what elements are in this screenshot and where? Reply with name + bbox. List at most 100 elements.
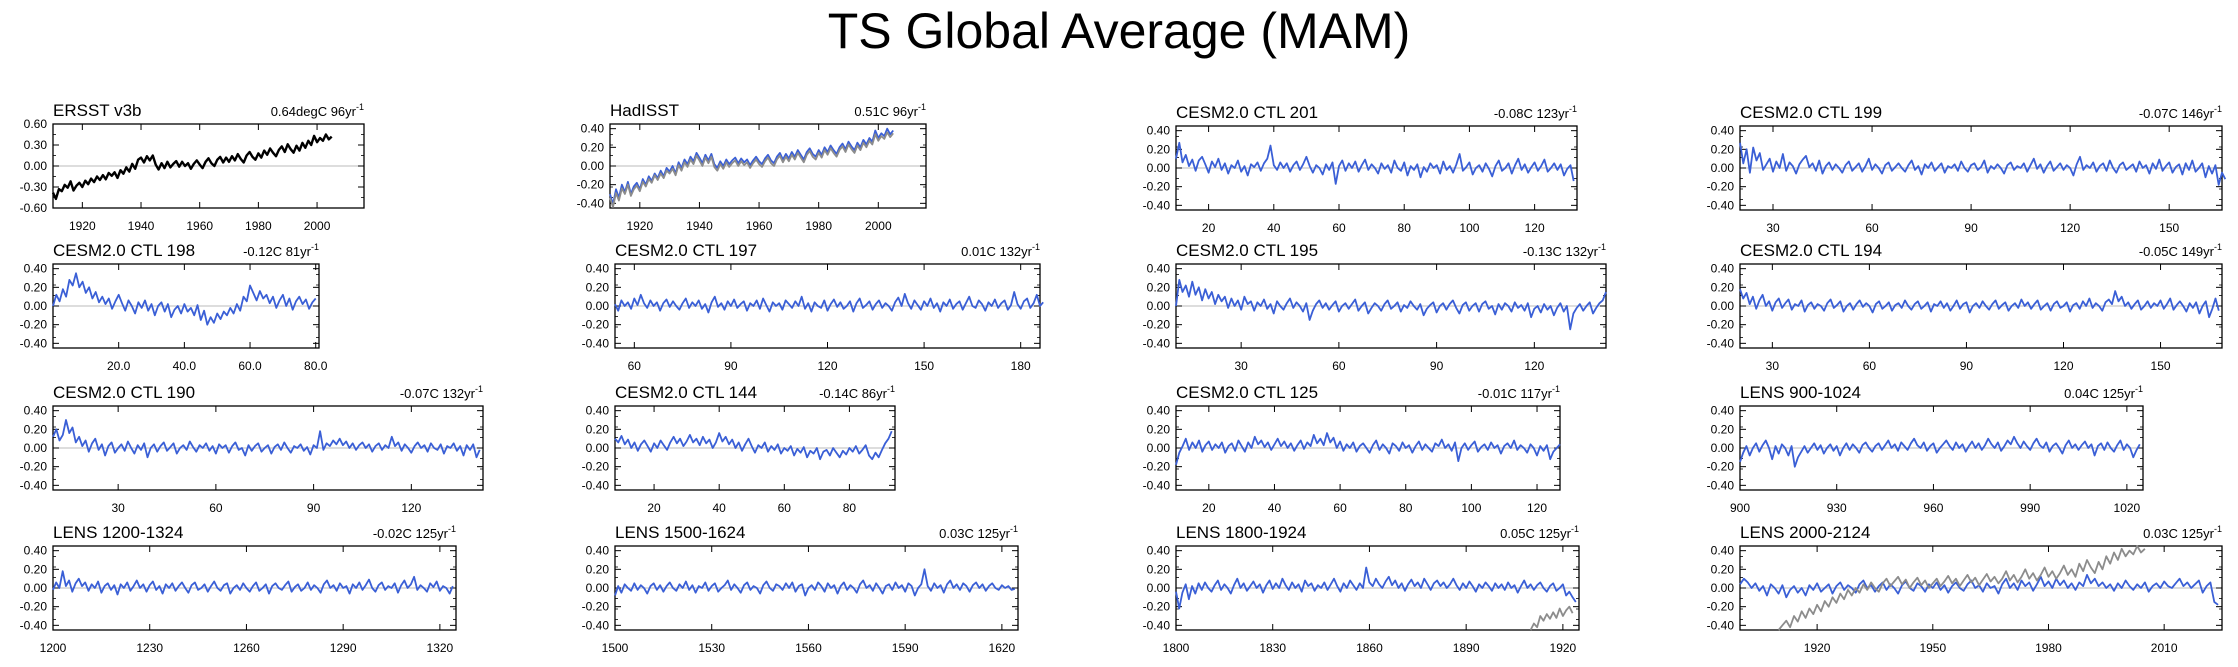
x-tick-label: 60 <box>1332 359 1346 373</box>
x-tick-label: 900 <box>1730 501 1750 515</box>
y-tick-label: 0.00 <box>1147 299 1171 313</box>
series-line-1 <box>614 568 1016 597</box>
trend-label: 0.51C 96yr-1 <box>854 102 926 119</box>
x-tick-label: 60 <box>209 501 223 515</box>
series-line-1 <box>614 291 1044 314</box>
x-tick-label: 1980 <box>2035 641 2062 655</box>
y-tick-label: -0.40 <box>20 478 48 492</box>
y-tick-label: -0.20 <box>1707 318 1735 332</box>
y-tick-label: -0.40 <box>1143 478 1171 492</box>
x-tick-label: 100 <box>1461 501 1481 515</box>
y-tick-label: 0.40 <box>24 544 48 558</box>
series-line-1 <box>1175 566 1577 610</box>
page-title: TS Global Average (MAM) <box>827 3 1411 59</box>
x-tick-label: 90 <box>307 501 321 515</box>
y-tick-label: -0.20 <box>1707 460 1735 474</box>
x-tick-label: 120 <box>1524 359 1544 373</box>
panel-15: 0.40 0.20 0.00 -0.20 -0.40 1800 1830 1860 1890 19… <box>1143 523 1580 655</box>
x-tick-label: 60 <box>1333 501 1347 515</box>
x-tick-label: 100 <box>1459 221 1479 235</box>
panel-title: CESM2.0 CTL 144 <box>615 383 757 402</box>
y-tick-label: 0.20 <box>1711 422 1735 436</box>
y-tick-label: 0.20 <box>586 422 610 436</box>
y-tick-label: -0.20 <box>1143 460 1171 474</box>
x-tick-label: 30 <box>1234 359 1248 373</box>
y-tick-label: -0.20 <box>1143 318 1171 332</box>
y-tick-label: -0.20 <box>577 178 605 192</box>
y-tick-label: 0.20 <box>1711 562 1735 576</box>
x-tick-label: 180 <box>1011 359 1031 373</box>
x-tick-label: 1920 <box>626 219 653 233</box>
trend-label: -0.07C 146yr-1 <box>2139 104 2222 121</box>
y-tick-label: -0.40 <box>1707 198 1735 212</box>
y-tick-label: -0.40 <box>20 336 48 350</box>
y-tick-label: -0.40 <box>582 336 610 350</box>
x-tick-label: 2000 <box>865 219 892 233</box>
series-line-1 <box>52 419 481 459</box>
x-tick-label: 60.0 <box>238 359 262 373</box>
panel-title: ERSST v3b <box>53 101 142 120</box>
x-tick-label: 1560 <box>795 641 822 655</box>
x-tick-label: 1920 <box>69 219 96 233</box>
x-tick-label: 120 <box>2053 359 2073 373</box>
x-tick-label: 40.0 <box>173 359 197 373</box>
y-tick-label: 0.20 <box>1147 142 1171 156</box>
y-tick-label: 0.00 <box>1711 441 1735 455</box>
y-tick-label: 0.00 <box>1147 441 1171 455</box>
y-tick-label: 0.40 <box>581 122 605 136</box>
x-tick-label: 2000 <box>304 219 331 233</box>
trend-label: 0.04C 125yr-1 <box>2064 384 2143 401</box>
panel-title: LENS 1200-1324 <box>53 523 183 542</box>
y-tick-label: 0.00 <box>24 581 48 595</box>
x-tick-label: 80.0 <box>304 359 328 373</box>
y-tick-label: 0.40 <box>1147 124 1171 138</box>
x-tick-label: 120 <box>401 501 421 515</box>
x-tick-label: 40 <box>713 501 727 515</box>
x-tick-label: 990 <box>2020 501 2040 515</box>
x-tick-label: 60 <box>1865 221 1879 235</box>
y-tick-label: -0.60 <box>20 201 48 215</box>
y-tick-label: -0.40 <box>1143 198 1171 212</box>
x-tick-label: 1920 <box>1550 641 1577 655</box>
panel-13: 0.40 0.20 0.00 -0.20 -0.40 1200 1230 1260 1290 13… <box>20 523 457 655</box>
y-tick-label: 0.20 <box>1147 280 1171 294</box>
panel-4: 0.40 0.20 0.00 -0.20 -0.40 30 60 90 120 150 CESM2.… <box>1707 103 2227 235</box>
panel-title: CESM2.0 CTL 197 <box>615 241 757 260</box>
panel-title: CESM2.0 CTL 125 <box>1176 383 1318 402</box>
trend-label: -0.02C 125yr-1 <box>373 524 456 541</box>
y-tick-label: -0.40 <box>582 478 610 492</box>
x-tick-label: 1960 <box>186 219 213 233</box>
x-tick-label: 20 <box>1202 501 1216 515</box>
x-tick-label: 150 <box>2159 221 2179 235</box>
panel-9: 0.40 0.20 0.00 -0.20 -0.40 30 60 90 120 CESM2.0 C… <box>20 383 484 515</box>
x-tick-label: 1960 <box>746 219 773 233</box>
x-tick-label: 1940 <box>128 219 155 233</box>
x-tick-label: 2010 <box>2151 641 2178 655</box>
y-tick-label: 0.00 <box>1711 161 1735 175</box>
panel-5: 0.40 0.20 0.00 -0.20 -0.40 20.0 40.0 60.0 80.0 CE… <box>20 241 328 373</box>
series-line-2 <box>1529 605 1574 631</box>
y-tick-label: 0.40 <box>1711 544 1735 558</box>
panel-14: 0.40 0.20 0.00 -0.20 -0.40 1500 1530 1560 1590 16… <box>582 523 1019 655</box>
x-tick-label: 80 <box>1399 501 1413 515</box>
x-tick-label: 20 <box>1202 221 1216 235</box>
y-tick-label: 0.00 <box>1711 581 1735 595</box>
series-line-1 <box>52 272 317 326</box>
y-tick-label: 0.20 <box>586 280 610 294</box>
y-tick-label: 0.40 <box>586 404 610 418</box>
trend-label: -0.08C 123yr-1 <box>1494 104 1577 121</box>
y-tick-label: 0.00 <box>581 159 605 173</box>
panel-title: CESM2.0 CTL 195 <box>1176 241 1318 260</box>
y-tick-label: 0.40 <box>586 262 610 276</box>
x-tick-label: 120 <box>1525 221 1545 235</box>
y-tick-label: -0.30 <box>20 180 48 194</box>
y-tick-label: -0.40 <box>1707 618 1735 632</box>
trend-label: 0.64degC 96yr-1 <box>271 102 364 119</box>
y-tick-label: -0.40 <box>1707 336 1735 350</box>
y-tick-label: -0.40 <box>577 196 605 210</box>
y-tick-label: 0.40 <box>1147 404 1171 418</box>
series-line-1 <box>1175 432 1561 466</box>
panel-3: 0.40 0.20 0.00 -0.20 -0.40 20 40 60 80 100 120 CESM… <box>1143 103 1578 235</box>
x-tick-label: 1230 <box>136 641 163 655</box>
panel-title: CESM2.0 CTL 199 <box>1740 103 1882 122</box>
